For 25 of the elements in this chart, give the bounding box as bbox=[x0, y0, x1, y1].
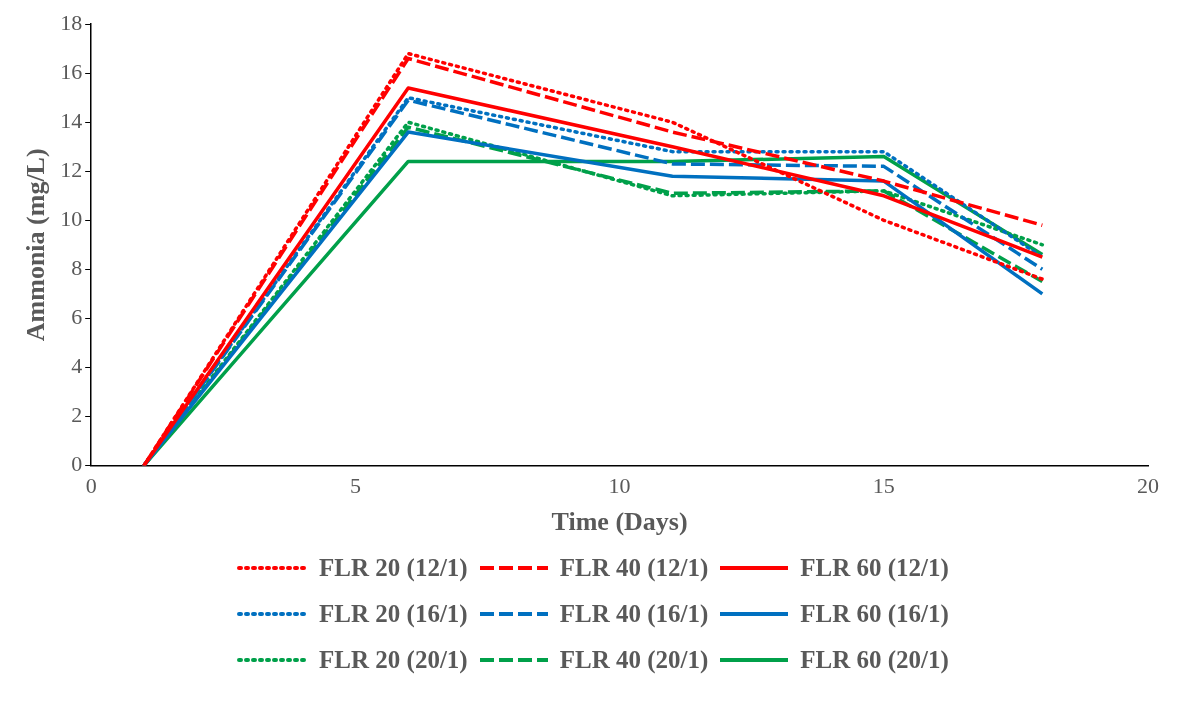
y-tick-label: 2 bbox=[71, 402, 83, 428]
legend-label: FLR 60 (20/1) bbox=[800, 646, 949, 674]
y-tick-label: 18 bbox=[60, 9, 83, 35]
y-axis-title: Ammonia (mg/L) bbox=[21, 148, 51, 342]
y-tick-label: 6 bbox=[71, 304, 83, 330]
legend-label: FLR 20 (12/1) bbox=[319, 554, 468, 582]
legend-label: FLR 20 (16/1) bbox=[319, 600, 468, 628]
y-tick-label: 0 bbox=[71, 451, 83, 477]
legend-label: FLR 60 (12/1) bbox=[800, 554, 949, 582]
x-axis-title: Time (Days) bbox=[551, 507, 688, 537]
legend-label: FLR 60 (16/1) bbox=[800, 600, 949, 628]
x-tick-label: 5 bbox=[349, 473, 361, 499]
legend-label: FLR 20 (20/1) bbox=[319, 646, 468, 674]
y-tick-label: 12 bbox=[60, 157, 83, 183]
y-tick-label: 8 bbox=[71, 255, 83, 281]
y-tick-label: 14 bbox=[60, 108, 83, 134]
x-tick-label: 15 bbox=[872, 473, 895, 499]
legend-label: FLR 40 (16/1) bbox=[559, 600, 709, 628]
x-tick-label: 10 bbox=[608, 473, 631, 499]
legend-label: FLR 40 (20/1) bbox=[559, 646, 709, 674]
x-tick-label: 20 bbox=[1137, 473, 1159, 499]
y-tick-label: 16 bbox=[60, 59, 83, 84]
y-tick-label: 4 bbox=[71, 353, 83, 379]
legend-label: FLR 40 (12/1) bbox=[559, 554, 709, 582]
y-tick-label: 10 bbox=[60, 206, 83, 232]
